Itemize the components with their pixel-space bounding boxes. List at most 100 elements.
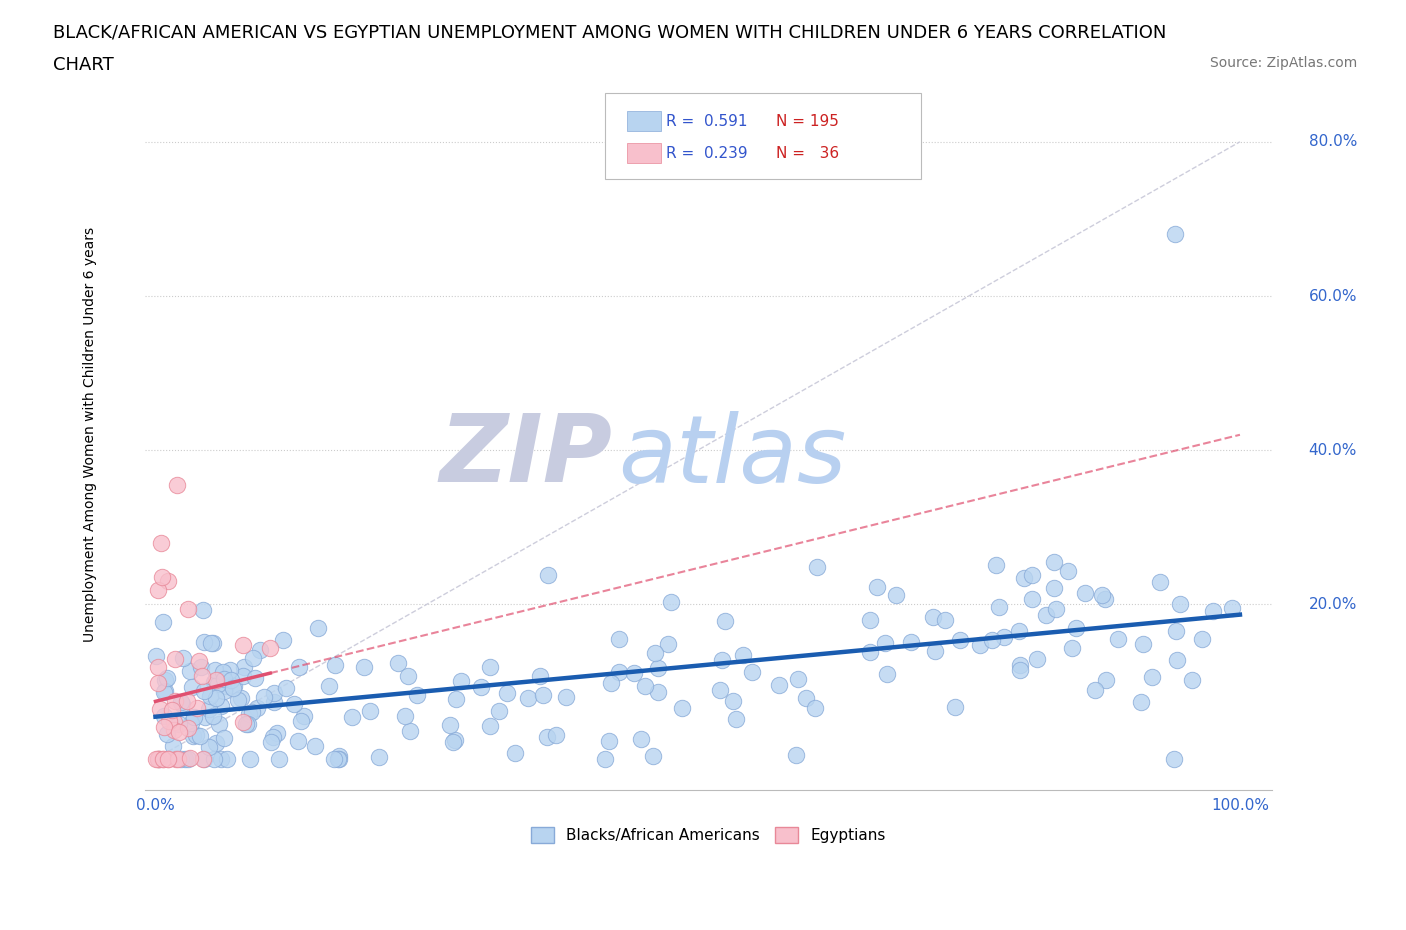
Point: [671, 700, 693, 715]
Point: [145, 751, 167, 766]
Point: [156, 574, 179, 589]
Point: [1166, 652, 1188, 667]
Point: [181, 729, 204, 744]
Point: [1220, 601, 1243, 616]
Point: [546, 728, 568, 743]
Point: [943, 700, 966, 715]
Text: BLACK/AFRICAN AMERICAN VS EGYPTIAN UNEMPLOYMENT AMONG WOMEN WITH CHILDREN UNDER : BLACK/AFRICAN AMERICAN VS EGYPTIAN UNEMP…: [53, 23, 1167, 41]
Point: [1191, 631, 1213, 646]
Point: [193, 751, 215, 766]
Point: [204, 691, 226, 706]
Point: [287, 734, 309, 749]
Point: [181, 680, 204, 695]
Point: [229, 690, 252, 705]
Point: [340, 710, 363, 724]
Point: [146, 660, 169, 675]
Point: [155, 673, 177, 688]
Point: [1008, 658, 1031, 672]
Point: [242, 650, 264, 665]
Point: [153, 684, 176, 698]
Point: [148, 582, 170, 597]
Point: [531, 688, 554, 703]
Point: [900, 635, 922, 650]
Point: [188, 729, 211, 744]
Point: [212, 671, 235, 686]
Point: [859, 644, 882, 659]
Point: [193, 684, 215, 698]
Point: [934, 613, 956, 628]
Point: [214, 731, 236, 746]
Point: [193, 634, 215, 649]
Point: [283, 697, 305, 711]
Point: [235, 717, 257, 732]
Point: [276, 680, 298, 695]
Point: [873, 635, 896, 650]
Text: N =   36: N = 36: [776, 146, 839, 161]
Text: R =  0.591: R = 0.591: [666, 114, 748, 129]
Point: [146, 751, 169, 766]
Point: [200, 688, 222, 703]
Point: [290, 713, 312, 728]
Point: [922, 609, 945, 624]
Point: [488, 703, 510, 718]
Point: [595, 751, 617, 766]
Point: [600, 675, 623, 690]
Point: [785, 748, 807, 763]
Point: [271, 632, 294, 647]
Point: [969, 638, 991, 653]
Point: [172, 697, 194, 711]
Point: [496, 685, 519, 700]
Point: [328, 749, 350, 764]
Point: [219, 673, 242, 688]
Point: [200, 635, 222, 650]
Point: [148, 751, 170, 766]
Point: [1045, 602, 1067, 617]
Point: [439, 718, 461, 733]
Point: [450, 673, 472, 688]
Point: [269, 751, 291, 766]
Point: [1021, 591, 1043, 606]
Point: [709, 683, 731, 698]
Point: [150, 569, 173, 584]
Point: [198, 740, 221, 755]
Point: [328, 751, 350, 766]
Point: [156, 670, 179, 684]
Point: [1140, 670, 1163, 684]
Point: [984, 558, 1007, 573]
Point: [212, 665, 235, 680]
Point: [165, 751, 187, 766]
Point: [307, 620, 329, 635]
Point: [1130, 694, 1153, 709]
Point: [152, 751, 174, 766]
Point: [191, 751, 214, 766]
Point: [212, 684, 235, 698]
Point: [1074, 586, 1097, 601]
Point: [219, 662, 242, 677]
Point: [152, 751, 174, 766]
Point: [246, 701, 269, 716]
Point: [647, 660, 669, 675]
Point: [353, 659, 375, 674]
Point: [202, 751, 225, 766]
Point: [253, 689, 276, 704]
Point: [1091, 588, 1114, 603]
Point: [179, 751, 201, 765]
Point: [724, 711, 747, 726]
Point: [174, 751, 197, 766]
Point: [165, 652, 187, 667]
Point: [1008, 663, 1031, 678]
Point: [165, 694, 187, 709]
Point: [245, 671, 267, 685]
Point: [949, 632, 972, 647]
Text: 40.0%: 40.0%: [1309, 443, 1357, 458]
Point: [406, 687, 429, 702]
Point: [222, 678, 245, 693]
Point: [176, 694, 198, 709]
Point: [231, 669, 253, 684]
Point: [731, 647, 754, 662]
Point: [167, 724, 190, 739]
Point: [1164, 623, 1187, 638]
Point: [149, 536, 172, 551]
Point: [170, 695, 193, 710]
Point: [710, 653, 733, 668]
